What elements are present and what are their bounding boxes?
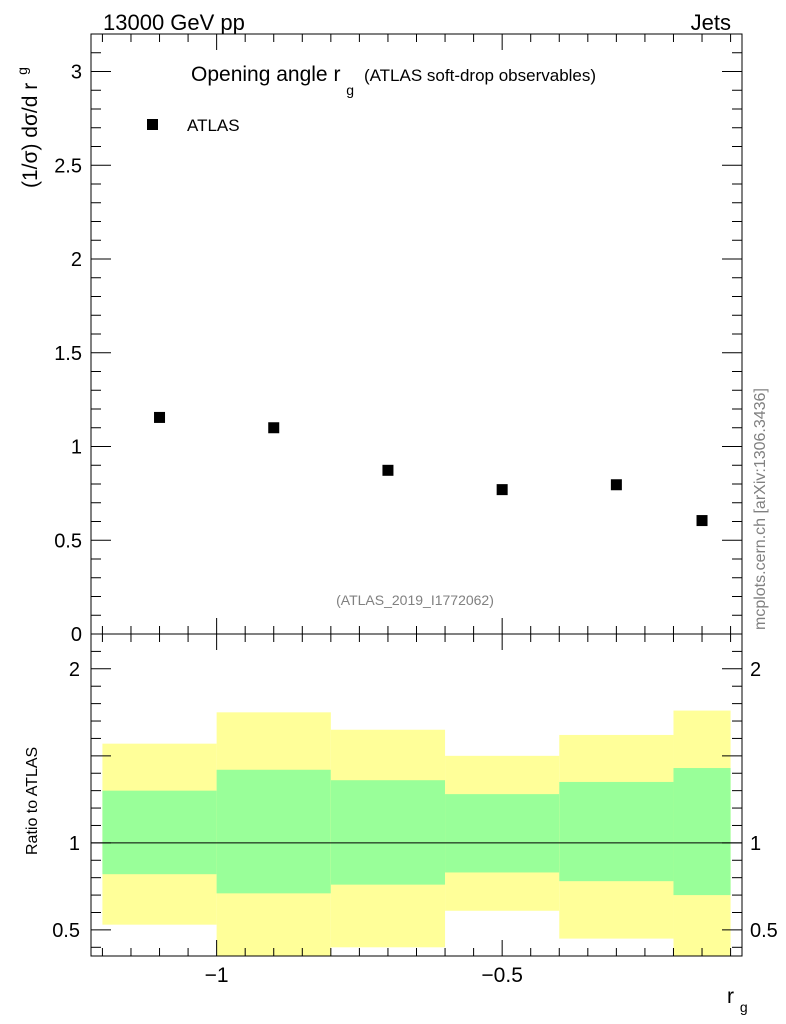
main-y-tick-label-6: 3 xyxy=(71,62,82,84)
title-sub: g xyxy=(346,82,354,98)
x-axis-title: r g xyxy=(727,985,748,1015)
legend-label: ATLAS xyxy=(187,116,240,135)
ratio-y-axis-title: Ratio to ATLAS xyxy=(24,747,41,855)
ratio-inner-band-1 xyxy=(216,769,331,894)
data-point-4 xyxy=(610,479,622,491)
xlabel-main: r xyxy=(727,985,734,1008)
ratio-y-tick-label-right-2: 2 xyxy=(750,659,761,681)
legend-marker xyxy=(147,119,158,130)
ylabel-main: (1/σ) dσ/d r xyxy=(19,83,42,188)
header-left-label: 13000 GeV pp xyxy=(103,10,245,35)
main-y-tick-label-5: 2.5 xyxy=(54,155,82,177)
main-marks xyxy=(154,411,708,527)
main-y-tick-label-4: 2 xyxy=(71,249,82,271)
main-title: Opening angle r g (ATLAS soft-drop obser… xyxy=(191,63,596,100)
analysis-label: (ATLAS_2019_I1772062) xyxy=(336,592,494,608)
ylabel-sub: g xyxy=(14,67,30,75)
ratio-y-tick-label-right-0: 0.5 xyxy=(750,920,778,942)
ratio-y-tick-label-right-1: 1 xyxy=(750,833,761,855)
x-tick-label-1: −0.5 xyxy=(481,964,522,987)
side-label: mcplots.cern.ch [arXiv:1306.3436] xyxy=(752,388,769,630)
xlabel-sub: g xyxy=(740,999,748,1015)
title-note: (ATLAS soft-drop observables) xyxy=(364,66,596,85)
main-y-tick-label-2: 1 xyxy=(71,437,82,459)
legend: ATLAS xyxy=(147,116,240,135)
ratio-frame xyxy=(90,633,743,957)
data-point-1 xyxy=(268,422,280,434)
data-point-2 xyxy=(382,464,394,476)
x-tick-label-0: −1 xyxy=(205,964,229,987)
main-y-axis-title: (1/σ) dσ/d r g xyxy=(14,67,42,188)
header-right-label: Jets xyxy=(691,10,731,35)
main-panel: 0 0.5 1 1.5 2 2.5 3 Opening angle r g (ATLAS s… xyxy=(14,33,743,646)
ratio-inner-band-5 xyxy=(673,768,731,896)
main-y-tick-label-1: 0.5 xyxy=(54,530,82,552)
ratio-y-tick-label-left-0: 0.5 xyxy=(52,920,80,942)
ratio-inner-band-3 xyxy=(445,794,560,873)
data-point-5 xyxy=(696,515,708,527)
ratio-y-tick-label-left-2: 2 xyxy=(69,659,80,681)
data-point-0 xyxy=(154,411,166,423)
main-axes: 0 0.5 1 1.5 2 2.5 3 xyxy=(54,33,742,646)
ratio-panel: −1 −0.5 0.5 0.5 1 1 2 2 Ratio to ATLAS r g xyxy=(24,633,778,1015)
ratio-y-tick-label-left-1: 1 xyxy=(69,833,80,855)
ratio-inner-band-2 xyxy=(330,780,446,885)
main-y-tick-label-0: 0 xyxy=(71,624,82,646)
ratio-bands xyxy=(91,710,742,956)
title-main: Opening angle r xyxy=(191,63,340,86)
main-y-tick-label-3: 1.5 xyxy=(54,343,82,365)
ratio-axes: −1 −0.5 0.5 0.5 1 1 2 2 xyxy=(52,633,778,987)
ratio-inner-band-4 xyxy=(559,781,674,882)
data-point-3 xyxy=(496,484,508,496)
ratio-inner-band-0 xyxy=(102,790,217,875)
